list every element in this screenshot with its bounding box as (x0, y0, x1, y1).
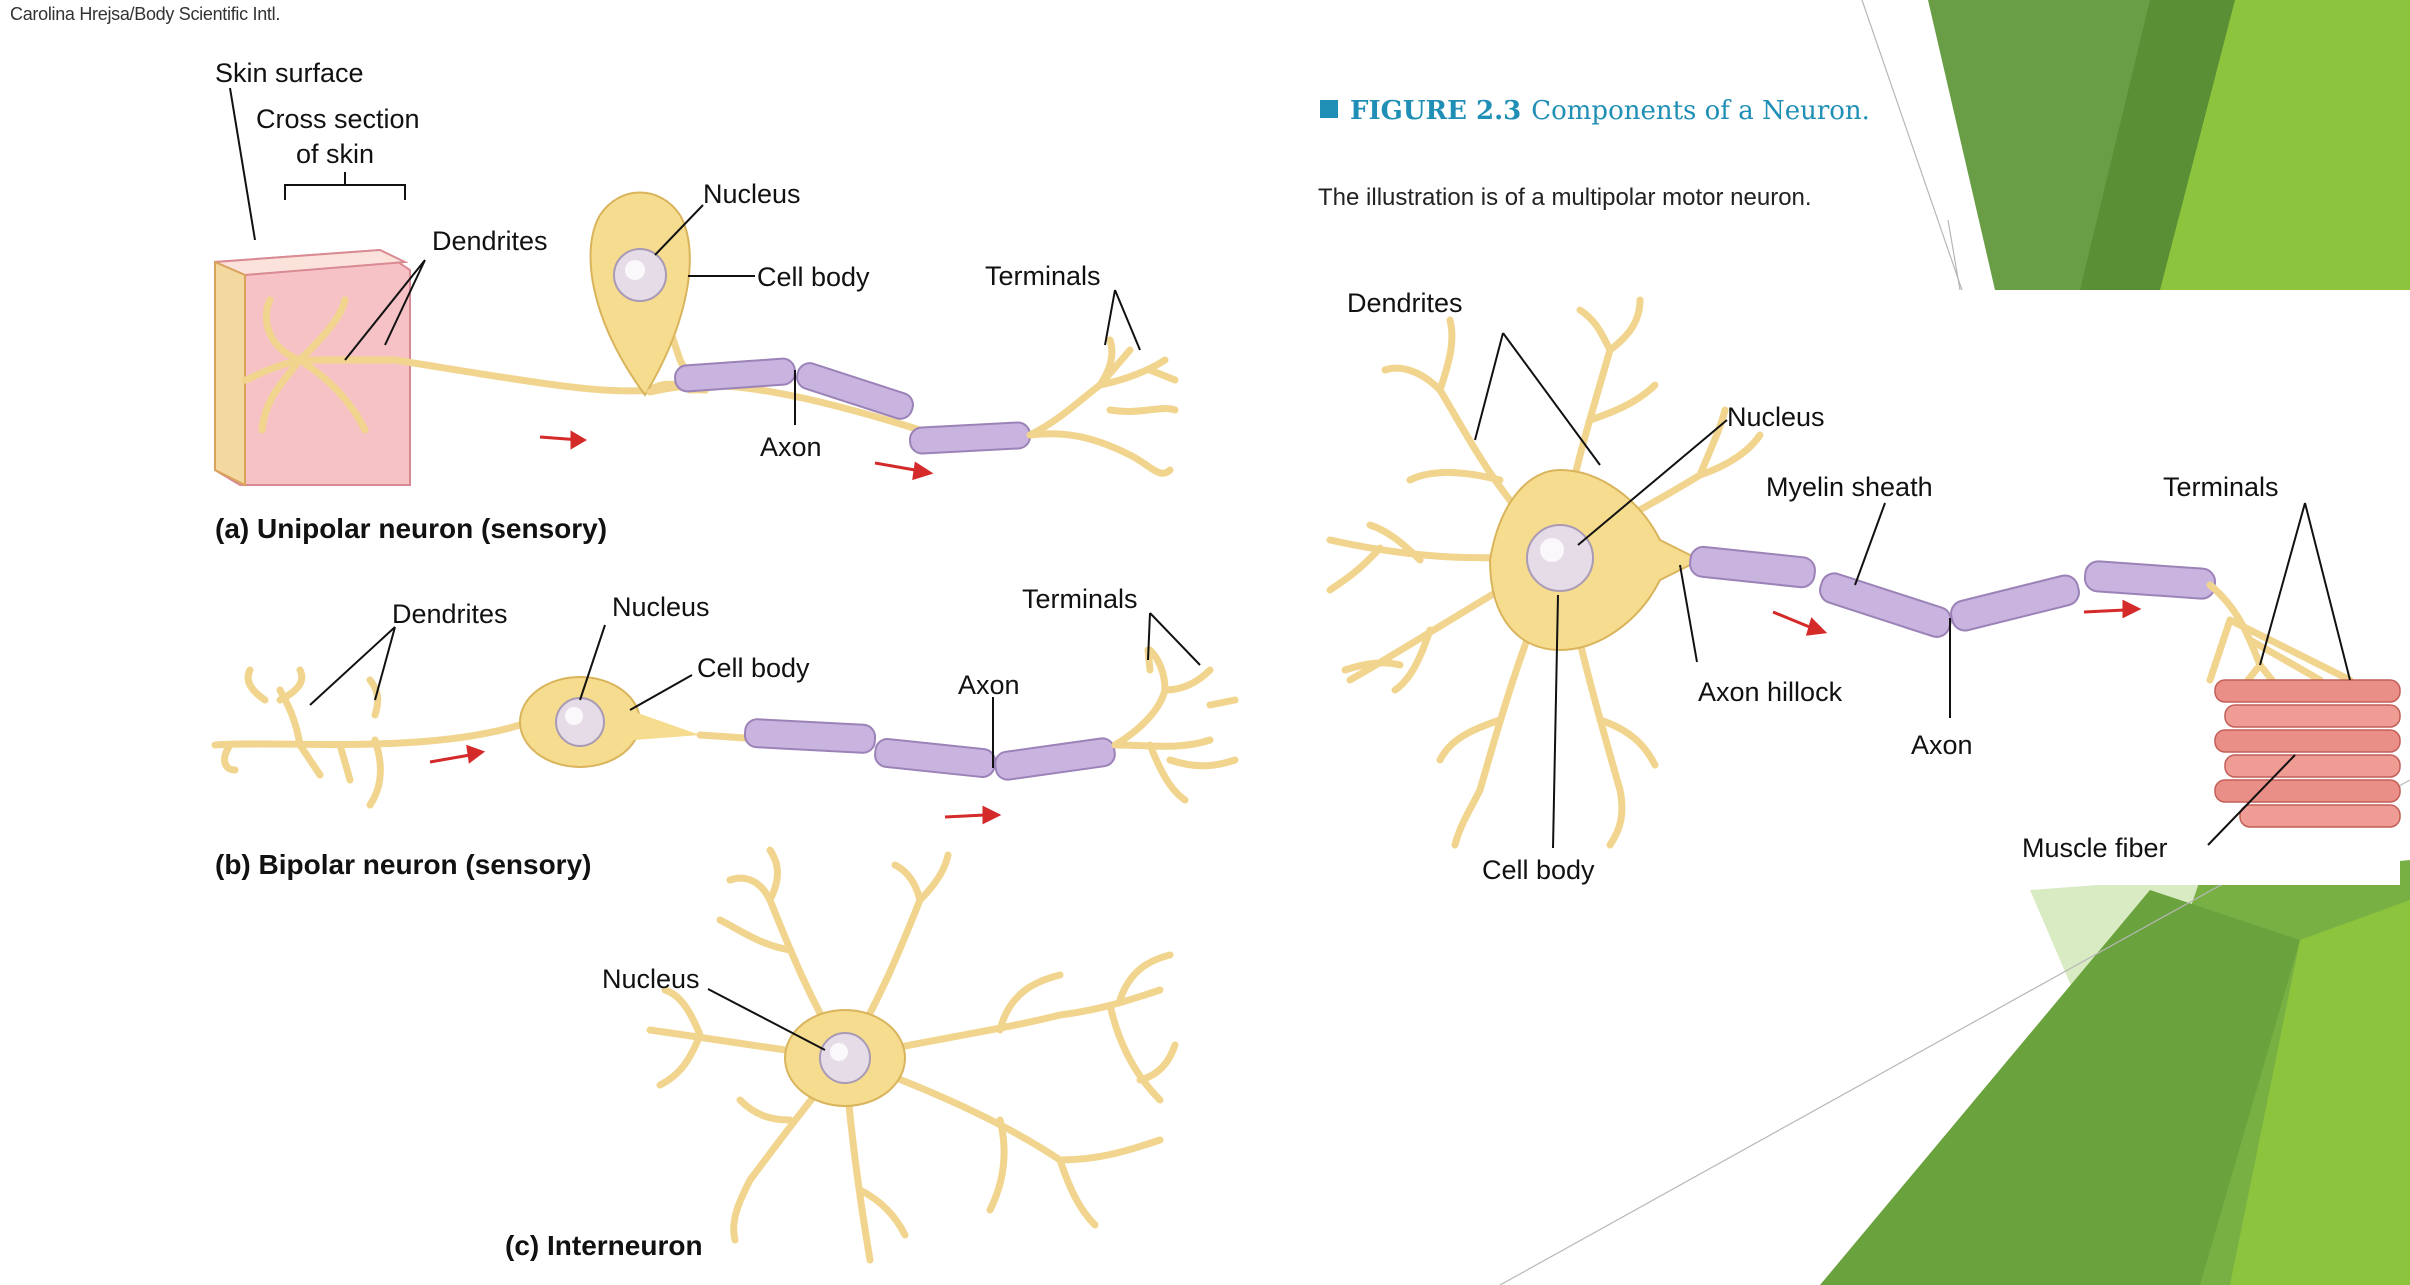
label-nucleus-motor: Nucleus (1727, 402, 1825, 432)
axon-terminal-branch (1111, 646, 1239, 804)
signal-arrow (1772, 610, 1813, 630)
label-axon-a: Axon (760, 432, 822, 462)
label-myelin-sheath: Myelin sheath (1766, 472, 1933, 502)
signal-arrow-head (2122, 599, 2142, 619)
label-cell-body-a: Cell body (757, 262, 870, 292)
label-axon-hillock: Axon hillock (1698, 677, 1843, 707)
central-axon (646, 381, 1024, 444)
leader-line (344, 259, 426, 361)
leader-line (1104, 289, 1141, 351)
square-bullet-icon (1320, 100, 1338, 118)
green-facet (2080, 0, 2235, 290)
label-terminals-motor: Terminals (2163, 472, 2279, 502)
myelin-segment (1950, 574, 2080, 632)
leader-line (1854, 502, 1886, 586)
caption-interneuron: (c) Interneuron (505, 1230, 703, 1261)
label-cell-body-motor: Cell body (1482, 855, 1595, 885)
label-dendrites-b: Dendrites (392, 599, 508, 629)
signal-arrow (944, 813, 986, 819)
label-muscle-fiber: Muscle fiber (2022, 833, 2168, 863)
dendrite-branch (211, 666, 524, 809)
label-cell-body-b: Cell body (697, 653, 810, 683)
axon-terminal-branch (1026, 336, 1179, 477)
muscle-fiber (2214, 679, 2401, 828)
leader-line (1552, 594, 1559, 849)
label-terminals-b: Terminals (1022, 584, 1138, 614)
panel-interneuron: Nucleus (c) Interneuron (505, 846, 1179, 1264)
green-facet (2230, 900, 2410, 1285)
label-axon-motor: Axon (1911, 730, 1973, 760)
nucleus-highlight (1540, 538, 1564, 562)
decor-line (1947, 219, 1961, 291)
image-credit: Carolina Hrejsa/Body Scientific Intl. (10, 4, 281, 24)
label-terminals-a: Terminals (985, 261, 1101, 291)
myelin-segment (994, 737, 1116, 781)
leader-line (654, 204, 704, 256)
axon-terminal-branch (2206, 581, 2354, 694)
leader-line (309, 626, 396, 706)
dendrite-branch (241, 296, 399, 434)
myelin-segment (796, 362, 914, 420)
figure-caption: The illustration is of a multipolar moto… (1318, 184, 1812, 211)
label-nucleus-a: Nucleus (703, 179, 801, 209)
myelin-segment (743, 718, 877, 754)
signal-arrow-head (570, 430, 587, 450)
axon (696, 731, 749, 742)
leader-line (707, 988, 826, 1051)
leader-line (1679, 564, 1698, 663)
dendrite-branch (646, 846, 1179, 1264)
label-cross-section-line1: Cross section (256, 104, 420, 134)
skin-surface-layer (214, 260, 246, 487)
caption-unipolar: (a) Unipolar neuron (sensory) (215, 513, 607, 544)
label-skin-surface: Skin surface (215, 58, 364, 88)
myelin-segment (909, 421, 1031, 455)
signal-arrow-head (982, 805, 1002, 825)
green-facet (2118, 0, 2410, 290)
myelin-segment (674, 357, 796, 393)
panel-motor-neuron: Dendrites Nucleus Myelin sheath Terminal… (1305, 288, 2401, 885)
nucleus-highlight (565, 707, 583, 725)
figure-number: FIGURE 2.3 (1350, 96, 1522, 126)
peripheral-axon (391, 356, 654, 395)
leader-line (2259, 502, 2351, 681)
leader-line (1474, 332, 1601, 466)
leader-line (629, 674, 693, 711)
caption-bipolar: (b) Bipolar neuron (sensory) (215, 849, 591, 880)
label-cross-section-line2: of skin (296, 139, 374, 169)
signal-arrow-head (466, 744, 486, 764)
leader-line (229, 87, 256, 241)
label-dendrites-a: Dendrites (432, 226, 548, 256)
leader-line (2207, 754, 2296, 846)
signal-arrow (874, 461, 916, 472)
label-dendrites-motor: Dendrites (1347, 288, 1463, 318)
myelin-segment (1689, 545, 1816, 589)
nucleus-highlight (830, 1043, 848, 1061)
panel-unipolar: Skin surface Cross section of skin Dendr… (214, 58, 1179, 544)
figure-title: FIGURE 2.3 Components of a Neuron. (1320, 96, 1870, 126)
decor-line (1861, 0, 1963, 291)
nucleus-highlight (625, 260, 645, 280)
panel-bipolar: Dendrites Nucleus Cell body Axon Termina… (211, 584, 1239, 880)
signal-arrow (2083, 608, 2126, 614)
label-nucleus-c: Nucleus (602, 964, 700, 994)
figure-title-text: Components of a Neuron. (1531, 96, 1870, 126)
leader-line (1577, 419, 1728, 546)
green-facet (1820, 890, 2300, 1285)
leader-line (1147, 612, 1201, 666)
myelin-segment (874, 737, 996, 779)
signal-arrow (429, 753, 471, 764)
myelin-segment (2083, 560, 2217, 600)
cross-section-bracket (284, 172, 406, 200)
leader-line (579, 624, 606, 701)
signal-arrow-head (1805, 617, 1828, 636)
signal-arrow-head (912, 461, 934, 481)
label-axon-b: Axon (958, 670, 1020, 700)
label-nucleus-b: Nucleus (612, 592, 710, 622)
